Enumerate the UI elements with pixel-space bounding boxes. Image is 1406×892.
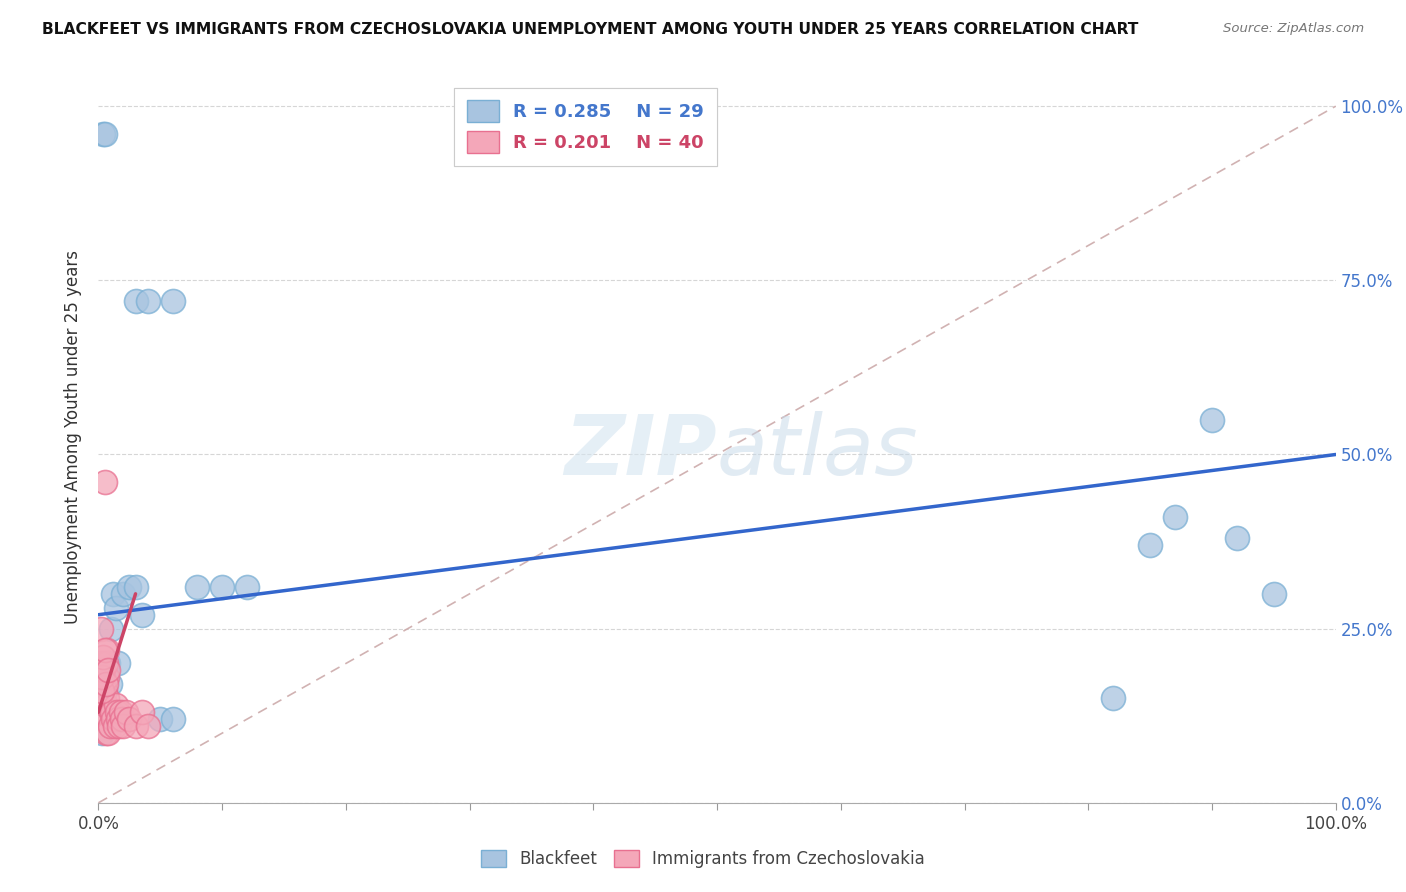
Point — [162, 294, 184, 309]
Point — [104, 600, 127, 615]
Y-axis label: Unemployment Among Youth under 25 years: Unemployment Among Youth under 25 years — [65, 250, 83, 624]
Legend: Blackfeet, Immigrants from Czechoslovakia: Blackfeet, Immigrants from Czechoslovaki… — [474, 843, 932, 875]
Point — [105, 705, 128, 719]
Point — [110, 705, 132, 719]
Point — [91, 657, 114, 671]
Point — [97, 657, 120, 671]
Point — [97, 664, 120, 678]
Point — [94, 657, 117, 671]
Point — [103, 719, 125, 733]
Point — [1164, 510, 1187, 524]
Point — [100, 622, 122, 636]
Point — [107, 712, 129, 726]
Point — [124, 294, 146, 309]
Point — [1139, 538, 1161, 552]
Point — [1226, 531, 1249, 545]
Point — [93, 475, 115, 490]
Point — [93, 642, 115, 657]
Point — [90, 657, 112, 671]
Point — [96, 691, 118, 706]
Point — [236, 580, 259, 594]
Point — [100, 705, 122, 719]
Point — [91, 726, 114, 740]
Point — [94, 677, 117, 691]
Point — [91, 684, 114, 698]
Point — [162, 712, 184, 726]
Point — [103, 587, 125, 601]
Point — [103, 712, 125, 726]
Point — [97, 726, 120, 740]
Point — [136, 294, 159, 309]
Point — [91, 670, 114, 684]
Point — [131, 705, 153, 719]
Point — [93, 684, 115, 698]
Point — [118, 712, 141, 726]
Point — [1201, 412, 1223, 426]
Point — [98, 719, 121, 733]
Point — [118, 580, 141, 594]
Text: atlas: atlas — [717, 411, 918, 492]
Point — [93, 712, 115, 726]
Point — [91, 691, 114, 706]
Point — [112, 587, 135, 601]
Point — [94, 726, 117, 740]
Point — [101, 705, 124, 719]
Point — [108, 719, 131, 733]
Text: Source: ZipAtlas.com: Source: ZipAtlas.com — [1223, 22, 1364, 36]
Point — [149, 712, 172, 726]
Point — [94, 670, 117, 684]
Point — [111, 712, 134, 726]
Point — [93, 664, 115, 678]
Text: BLACKFEET VS IMMIGRANTS FROM CZECHOSLOVAKIA UNEMPLOYMENT AMONG YOUTH UNDER 25 YE: BLACKFEET VS IMMIGRANTS FROM CZECHOSLOVA… — [42, 22, 1139, 37]
Point — [107, 657, 129, 671]
Point — [93, 649, 115, 664]
Point — [186, 580, 208, 594]
Point — [1263, 587, 1285, 601]
Text: ZIP: ZIP — [564, 411, 717, 492]
Point — [96, 642, 118, 657]
Point — [98, 677, 121, 691]
Point — [93, 677, 115, 691]
Point — [131, 607, 153, 622]
Point — [96, 670, 118, 684]
Point — [112, 719, 135, 733]
Point — [1102, 691, 1125, 706]
Point — [90, 622, 112, 636]
Point — [124, 719, 146, 733]
Point — [94, 698, 117, 713]
Point — [136, 719, 159, 733]
Point — [124, 580, 146, 594]
Point — [93, 127, 115, 141]
Point — [93, 705, 115, 719]
Point — [104, 698, 127, 713]
Point — [93, 127, 115, 141]
Legend: R = 0.285    N = 29, R = 0.201    N = 40: R = 0.285 N = 29, R = 0.201 N = 40 — [454, 87, 717, 166]
Point — [114, 705, 136, 719]
Point — [211, 580, 233, 594]
Point — [96, 657, 118, 671]
